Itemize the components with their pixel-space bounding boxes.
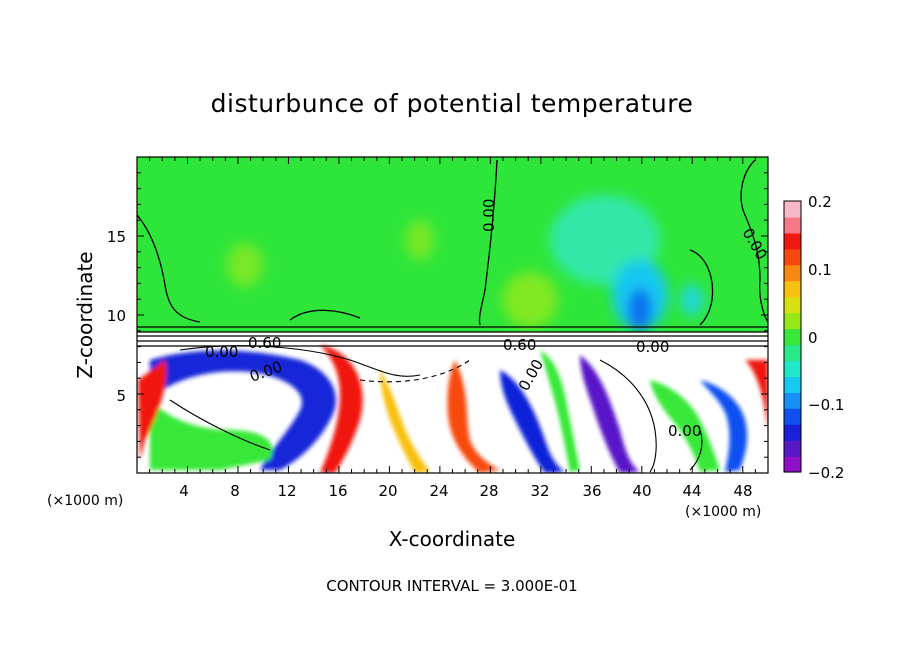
contour-label: 0.60 <box>248 334 281 352</box>
contour-label: 0.00 <box>636 338 669 356</box>
colorbar-swatch <box>784 360 801 377</box>
lower-contours <box>169 345 703 473</box>
x-tick-label: 32 <box>530 482 549 500</box>
light-green-blob <box>502 272 558 328</box>
y-tick-label: 5 <box>116 387 126 405</box>
colorbar-swatch <box>784 424 801 441</box>
colorbar-tick-label: 0.1 <box>808 261 832 279</box>
colorbar-labels: 0.2 0.1 0 −0.1 −0.2 <box>808 193 844 482</box>
colorbar-frame <box>783 200 802 473</box>
contour-interval-note: CONTOUR INTERVAL = 3.000E-01 <box>326 577 577 595</box>
x-tick-label: 16 <box>328 482 347 500</box>
contour-label: 0.60 <box>503 336 536 354</box>
contour-line <box>478 159 498 326</box>
x-tick-label: 24 <box>429 482 448 500</box>
colorbar-swatch <box>784 296 801 314</box>
colorbar-tick-label: −0.1 <box>808 396 844 414</box>
colorbar-swatch <box>784 408 801 425</box>
red-band <box>447 360 500 473</box>
x-tick-label: 48 <box>733 482 752 500</box>
green-band <box>150 400 273 470</box>
upper-field-features <box>227 195 704 332</box>
colorbar-swatch <box>784 264 801 282</box>
contour-line <box>289 309 361 321</box>
x-tick-label: 28 <box>479 482 498 500</box>
colorbar-tick-label: 0 <box>808 329 818 347</box>
contour-label: 0.00 <box>205 343 238 361</box>
blue-band <box>500 370 565 473</box>
colorbar-tick-label: 0.2 <box>808 193 832 211</box>
x-tick-label: 8 <box>230 482 240 500</box>
contour-line <box>179 345 421 377</box>
green-band <box>540 350 580 472</box>
light-green-blob <box>227 243 263 287</box>
x-unit-label: (×1000 m) <box>685 504 761 520</box>
x-tick-label: 4 <box>179 482 189 500</box>
colorbar <box>784 201 801 473</box>
contour-line <box>599 359 657 473</box>
colorbar-swatch <box>784 232 801 250</box>
plot-area <box>137 157 768 473</box>
contour-line <box>137 214 201 323</box>
colorbar-swatch <box>784 201 801 218</box>
contour-label: 0.00 <box>480 199 498 232</box>
blue-band <box>580 355 640 473</box>
colorbar-swatch <box>784 216 801 234</box>
x-tick-label: 36 <box>582 482 601 500</box>
contour-lines <box>137 159 768 326</box>
green-band <box>650 380 720 472</box>
colorbar-swatch <box>784 328 801 346</box>
contour-line <box>740 159 768 323</box>
colorbar-swatch <box>784 440 801 457</box>
cyan-blob <box>680 284 704 316</box>
colorbar-swatch <box>784 344 801 362</box>
red-band <box>320 345 363 473</box>
colorbar-swatch <box>784 376 801 393</box>
yellow-band <box>380 370 430 473</box>
contour-label: 0.00 <box>668 422 701 440</box>
axis-ticks <box>137 157 768 473</box>
colorbar-swatch <box>784 280 801 298</box>
x-tick-label: 12 <box>277 482 296 500</box>
lower-field-features <box>138 345 768 473</box>
x-axis-label: X-coordinate <box>389 527 516 551</box>
light-green-blob <box>406 220 434 260</box>
contour-line <box>359 359 471 383</box>
chart-title: disturbunce of potential temperature <box>211 89 694 118</box>
x-tick-label: 44 <box>682 482 701 500</box>
y-tick-labels: 5 10 15 <box>107 228 126 405</box>
y-axis-label: Z-coordinate <box>73 251 97 378</box>
colorbar-swatch <box>784 392 801 409</box>
colorbar-tick-label: −0.2 <box>808 464 844 482</box>
red-band <box>745 360 768 430</box>
upper-field <box>137 157 768 332</box>
contour-line <box>689 249 714 326</box>
colorbar-swatch <box>784 248 801 266</box>
contour-line <box>169 399 271 451</box>
x-tick-label: 20 <box>378 482 397 500</box>
y-tick-label: 15 <box>107 228 126 246</box>
blue-band <box>700 380 748 472</box>
y-tick-label: 10 <box>107 307 126 325</box>
colorbar-swatch <box>784 456 801 473</box>
x-tick-labels: 4 8 12 16 20 24 28 32 36 40 44 48 <box>179 482 752 500</box>
blue-blob <box>628 288 652 332</box>
red-band <box>138 360 167 460</box>
blue-band <box>150 350 336 470</box>
colorbar-swatch <box>784 312 801 330</box>
x-tick-label: 40 <box>632 482 651 500</box>
z-unit-label: (×1000 m) <box>47 493 123 509</box>
